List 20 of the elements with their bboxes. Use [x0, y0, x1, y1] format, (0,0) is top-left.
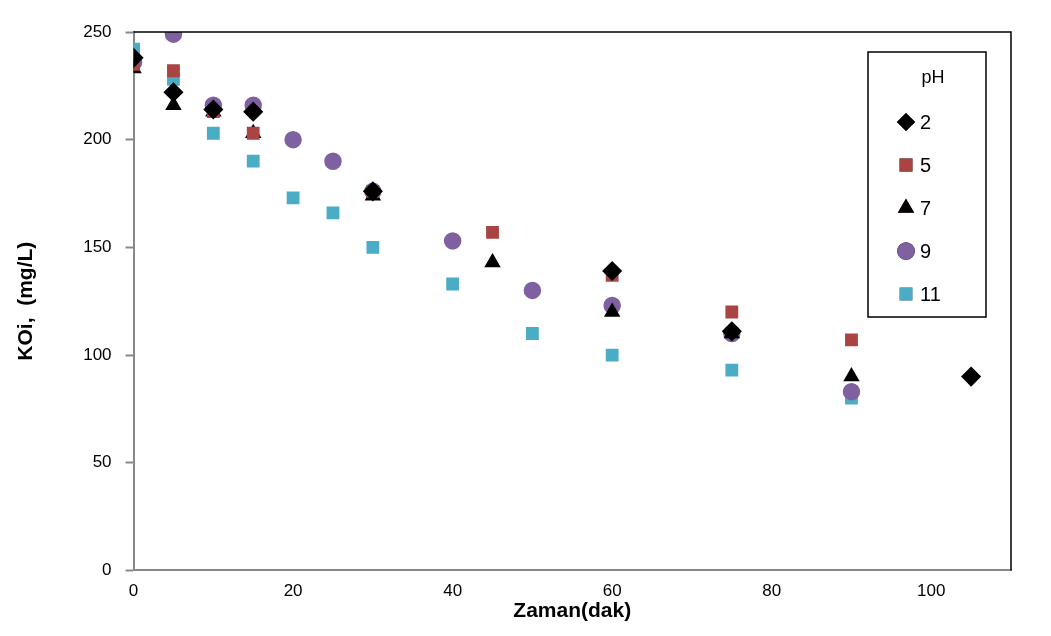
y-axis-title: KOi, (mg/L) [13, 241, 37, 361]
y-tick-label: 0 [102, 560, 112, 580]
y-tick-label: 250 [83, 21, 112, 41]
legend-label: 7 [920, 196, 932, 219]
x-tick-label: 100 [917, 581, 946, 601]
legend-label: 2 [920, 110, 932, 133]
x-tick-label: 20 [283, 581, 303, 601]
x-axis-title: Zaman(dak) [513, 598, 632, 622]
legend-label: 9 [920, 239, 932, 262]
legend-title: pH [921, 66, 945, 87]
x-tick-label: 80 [762, 581, 782, 601]
x-tick-label: 60 [602, 581, 622, 601]
y-tick-label: 200 [83, 129, 112, 149]
y-tick-label: 50 [92, 452, 112, 472]
y-tick-label: 100 [83, 344, 112, 364]
y-tick-label: 150 [83, 237, 112, 257]
x-tick-label: 0 [128, 581, 139, 601]
legend-label: 5 [920, 153, 932, 176]
x-tick-label: 40 [443, 581, 463, 601]
legend-label: 11 [920, 282, 941, 305]
